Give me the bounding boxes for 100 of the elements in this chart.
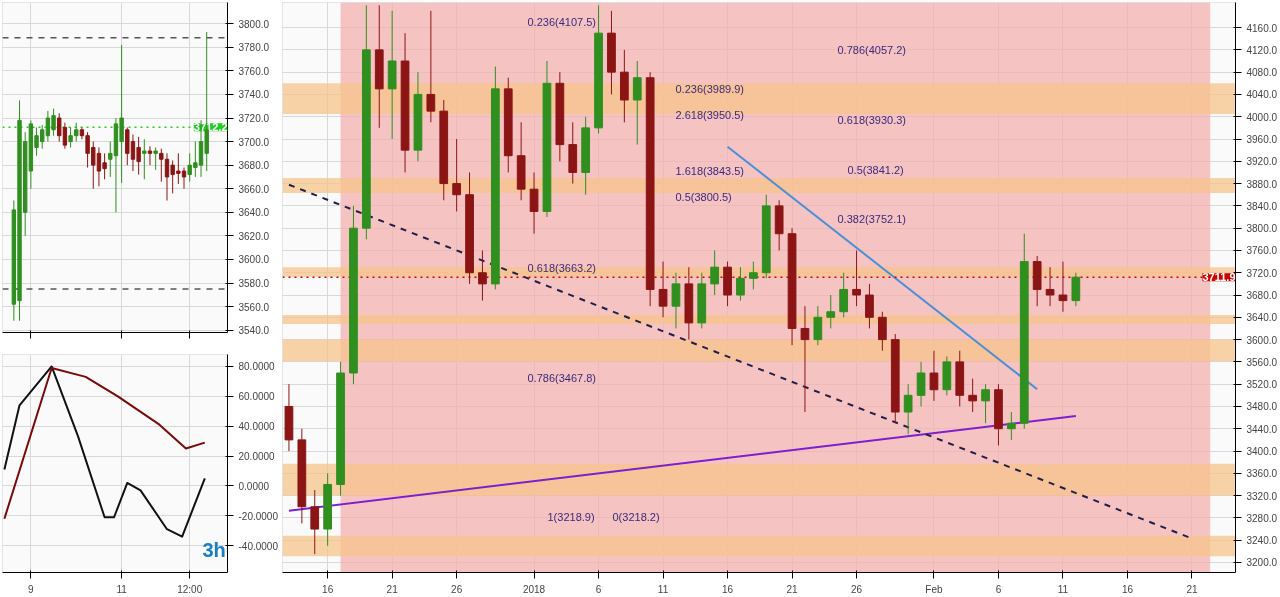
x-tick-label: 9 <box>28 583 35 595</box>
annotation: 0(3218.2) <box>612 510 660 523</box>
y-tick-label: 3680.0 <box>238 160 270 172</box>
y-tick-label: 4080.0 <box>1246 67 1278 79</box>
candlestick <box>529 171 539 235</box>
x-tick-label: 21 <box>1186 583 1198 595</box>
y-tick-label: 3600.0 <box>238 254 270 266</box>
y-tick-label: 3800.0 <box>1246 223 1278 235</box>
y-tick-label: -20.0000 <box>238 510 279 522</box>
y-tick-label: 4000.0 <box>1246 111 1278 123</box>
candlestick <box>632 60 642 146</box>
y-tick-label: 3880.0 <box>1246 178 1278 190</box>
candlestick <box>736 266 745 302</box>
y-tick-label: 40.0000 <box>238 421 276 433</box>
candlestick <box>452 138 462 212</box>
annotation: 0.618(3930.3) <box>837 113 906 126</box>
candlestick <box>1045 266 1055 307</box>
annotation: 2.618(3950.5) <box>675 108 744 121</box>
x-tick-label: 11 <box>657 583 669 595</box>
y-tick-label: 3920.0 <box>1246 156 1278 168</box>
annotation: 0.236(3989.9) <box>675 82 744 95</box>
x-tick-label: 11 <box>116 583 128 595</box>
annotation: 0.382(3752.1) <box>837 212 906 225</box>
x-tick-label: 16 <box>721 583 734 595</box>
y-tick-label: 0.0000 <box>238 480 270 492</box>
annotation: 3h <box>202 538 226 561</box>
y-tick-label: 3660.0 <box>238 183 270 195</box>
y-tick-label: -40.0000 <box>238 540 279 552</box>
candlestick <box>826 294 836 329</box>
candlestick <box>968 378 978 413</box>
x-tick-label: 21 <box>786 583 799 595</box>
y-tick-label: 80.0000 <box>238 361 276 373</box>
candlestick <box>748 261 758 290</box>
x-tick-label: 16 <box>1121 583 1134 595</box>
x-tick-label: 26 <box>451 583 463 595</box>
candlestick <box>813 305 823 346</box>
candlestick <box>478 249 487 302</box>
annotation: 1.618(3843.5) <box>675 164 744 177</box>
y-tick-label: 3720.0 <box>238 113 270 124</box>
annotation: 1(3218.9) <box>547 510 595 523</box>
candlestick <box>710 249 720 296</box>
y-tick-label: 3560.0 <box>238 301 270 313</box>
candlestick <box>800 305 810 413</box>
y-tick-label: 4120.0 <box>1246 44 1278 56</box>
y-tick-label: 3540.0 <box>238 325 270 337</box>
y-tick-label: 3520.0 <box>1246 379 1278 391</box>
y-tick-label: 3360.0 <box>1246 468 1278 480</box>
candlestick <box>426 10 436 123</box>
x-tick-label: 26 <box>851 583 863 595</box>
ref-line-label: 3711.9 <box>1202 271 1236 284</box>
candlestick <box>658 261 668 318</box>
y-tick-label: 4160.0 <box>1246 22 1278 34</box>
candlestick <box>153 146 158 171</box>
y-tick-label: 3620.0 <box>238 230 270 242</box>
y-tick-label: 3680.0 <box>1246 290 1278 302</box>
candlestick <box>877 311 887 352</box>
y-tick-label: 3960.0 <box>1246 134 1278 146</box>
x-tick-label: 16 <box>322 583 334 595</box>
candlestick <box>671 272 681 329</box>
annotation: 0.5(3841.2) <box>847 163 904 176</box>
candlestick <box>1071 272 1081 307</box>
y-tick-label: 3400.0 <box>1246 446 1278 458</box>
y-tick-label: 3720.0 <box>1246 267 1278 279</box>
candlestick <box>310 489 320 555</box>
annotation: 0.236(4107.5) <box>527 15 596 28</box>
candlestick <box>1058 261 1068 313</box>
candlestick <box>159 148 164 183</box>
y-tick-label: 3800.0 <box>238 18 270 30</box>
y-tick-label: 4040.0 <box>1246 89 1278 101</box>
y-tick-label: 3600.0 <box>1246 334 1278 346</box>
y-tick-label: 3840.0 <box>1246 200 1278 212</box>
y-tick-label: 3640.0 <box>238 207 270 219</box>
x-tick-label: 2018 <box>522 583 546 595</box>
y-tick-label: 3640.0 <box>1246 312 1278 324</box>
y-tick-label: 3200.0 <box>1246 557 1278 569</box>
y-tick-label: 3760.0 <box>1246 245 1278 257</box>
y-tick-label: 3780.0 <box>238 42 270 54</box>
annotation: 0.5(3800.5) <box>675 190 732 203</box>
y-tick-label: 20.0000 <box>238 451 276 463</box>
x-tick-label: 6 <box>995 583 1002 595</box>
candlestick <box>1006 411 1016 441</box>
y-tick-label: 3700.0 <box>238 136 270 148</box>
annotation: 0.786(4057.2) <box>837 43 906 56</box>
candlestick <box>981 383 990 424</box>
candlestick <box>852 249 861 307</box>
y-tick-label: 3240.0 <box>1246 535 1278 547</box>
y-tick-label: 3440.0 <box>1246 423 1278 435</box>
x-tick-label: 12:00 <box>177 583 203 595</box>
y-tick-label: 3580.0 <box>238 278 270 289</box>
y-tick-label: 3560.0 <box>1246 356 1278 368</box>
x-tick-label: 11 <box>1057 583 1069 595</box>
annotation: 0.786(3467.8) <box>527 371 596 384</box>
candlestick <box>142 138 147 180</box>
y-tick-label: 3280.0 <box>1246 512 1278 524</box>
y-tick-label: 3480.0 <box>1246 401 1278 413</box>
candlestick <box>865 283 874 329</box>
x-tick-label: 21 <box>386 583 399 595</box>
y-tick-label: 3760.0 <box>238 65 270 77</box>
x-tick-label: Feb <box>925 583 944 595</box>
y-tick-label: 3740.0 <box>238 89 270 101</box>
